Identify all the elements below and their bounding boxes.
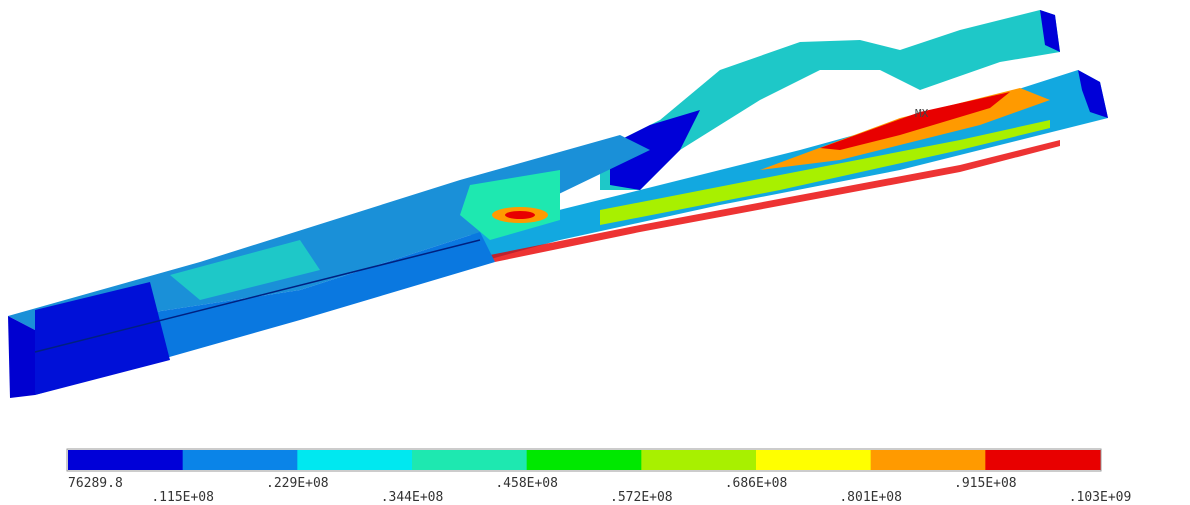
legend-label: .458E+08 xyxy=(495,476,558,491)
junction-max xyxy=(505,211,535,219)
legend-label: .572E+08 xyxy=(610,490,673,505)
legend-label: .915E+08 xyxy=(954,476,1017,491)
legend-band xyxy=(756,450,871,470)
legend-band xyxy=(297,450,412,470)
legend-label: .801E+08 xyxy=(839,490,902,505)
legend-band xyxy=(412,450,527,470)
model xyxy=(8,10,1108,398)
legend-band xyxy=(68,450,183,470)
legend-band xyxy=(871,450,986,470)
trunk-end xyxy=(8,316,35,398)
legend-label: .686E+08 xyxy=(725,476,788,491)
legend-label: .229E+08 xyxy=(266,476,329,491)
trunk-blue-zone xyxy=(35,282,170,395)
contour-plot: MX 76289.8 .115E+08 .229E+08 .344E+08 .458E+… xyxy=(0,0,1190,505)
max-marker: MX xyxy=(915,107,929,120)
legend-band xyxy=(641,450,756,470)
legend-label: .103E+09 xyxy=(1069,490,1132,505)
legend-band xyxy=(527,450,642,470)
legend-label: 76289.8 xyxy=(68,476,123,491)
legend: 76289.8 .115E+08 .229E+08 .344E+08 .458E+08.… xyxy=(67,449,1131,505)
legend-label: .344E+08 xyxy=(381,490,444,505)
legend-label: .115E+08 xyxy=(151,490,214,505)
legend-band xyxy=(985,450,1100,470)
legend-band xyxy=(183,450,298,470)
